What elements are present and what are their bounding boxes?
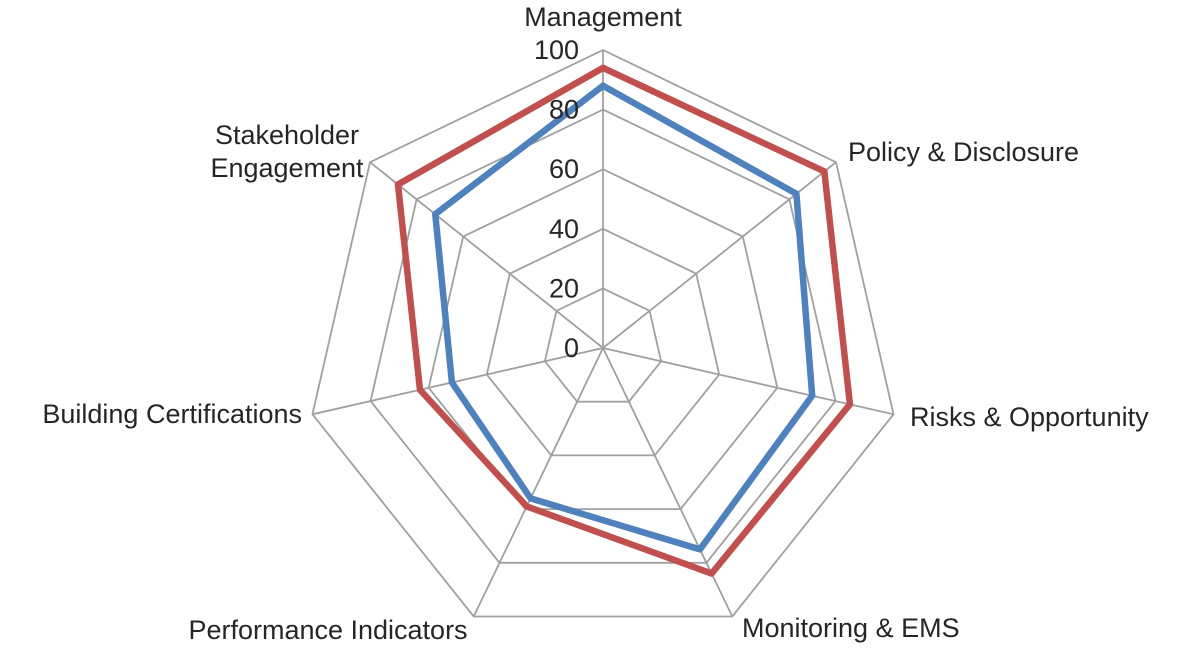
- category-label-1: Policy & Disclosure: [848, 137, 1079, 167]
- category-label-2: Risks & Opportunity: [910, 402, 1149, 432]
- category-label-3: Monitoring & EMS: [742, 613, 960, 643]
- grid-ring-20: [543, 287, 663, 403]
- axis-spoke-4: [472, 347, 604, 617]
- grid-ring-40: [485, 227, 721, 457]
- category-label-6-line-0: Stakeholder: [215, 120, 359, 150]
- category-label-0: Management: [524, 2, 682, 32]
- tick-label-100: 100: [534, 35, 579, 65]
- category-label-4: Performance Indicators: [188, 615, 467, 645]
- category-label-6-line-1: Engagement: [210, 153, 364, 183]
- tick-label-80: 80: [549, 95, 579, 125]
- tick-label-0: 0: [564, 333, 579, 363]
- axis-spoke-5: [312, 347, 604, 416]
- grid-ring-100: [311, 49, 895, 618]
- tick-label-20: 20: [549, 273, 579, 303]
- series-blue-polygon: [432, 82, 816, 553]
- category-label-5: Building Certifications: [42, 399, 302, 429]
- tick-label-40: 40: [549, 214, 579, 244]
- tick-label-60: 60: [549, 154, 579, 184]
- axis-spoke-2: [602, 347, 894, 416]
- series-red-polygon: [394, 64, 854, 577]
- grid-ring-60: [427, 168, 779, 510]
- axis-spoke-6: [369, 161, 604, 349]
